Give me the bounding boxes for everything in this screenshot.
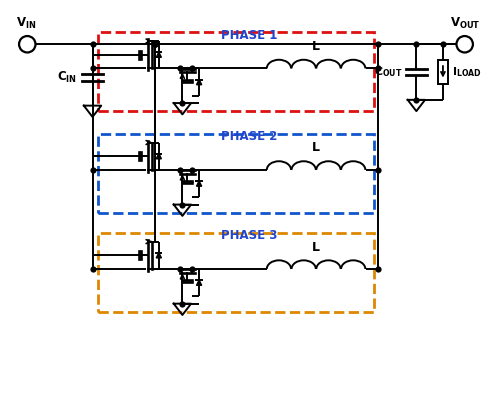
Text: $\mathbf{C_{IN}}$: $\mathbf{C_{IN}}$ [57,70,77,85]
Text: $\mathbf{C_{OUT}}$: $\mathbf{C_{OUT}}$ [373,65,402,79]
Text: PHASE 1: PHASE 1 [221,29,277,42]
Text: L: L [311,241,320,253]
Text: PHASE 2: PHASE 2 [221,130,277,143]
Polygon shape [196,280,201,285]
Text: $\mathbf{I_{LOAD}}$: $\mathbf{I_{LOAD}}$ [451,65,481,79]
Text: L: L [311,141,320,154]
Polygon shape [156,52,161,57]
Polygon shape [156,154,161,159]
Text: L: L [311,40,320,53]
Text: $\mathbf{V_{IN}}$: $\mathbf{V_{IN}}$ [16,16,37,31]
Polygon shape [196,79,201,85]
Text: PHASE 3: PHASE 3 [221,230,277,242]
Text: $\mathbf{V_{OUT}}$: $\mathbf{V_{OUT}}$ [449,16,480,31]
Polygon shape [156,253,161,258]
Polygon shape [196,181,201,186]
Bar [437,60,447,84]
